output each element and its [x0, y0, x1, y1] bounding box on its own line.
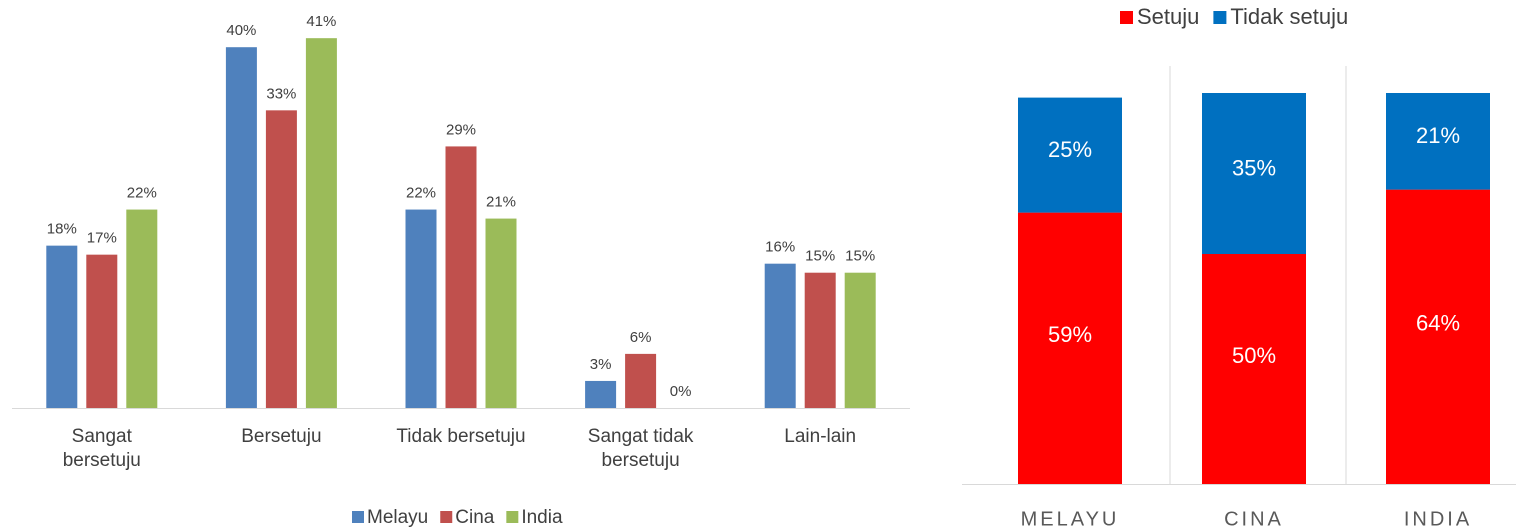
bar: [485, 218, 517, 408]
x-tick-label: CINA: [1224, 508, 1284, 529]
x-tick-label: Tidak bersetuju: [396, 426, 526, 447]
legend-swatch: [506, 511, 519, 523]
legend-swatch: [1120, 11, 1133, 24]
data-label: 22%: [406, 185, 436, 202]
bar: [265, 110, 297, 408]
bar: [305, 38, 337, 409]
legend-label: Setuju: [1137, 4, 1199, 29]
data-label: 15%: [845, 248, 875, 265]
data-label: 3%: [590, 356, 612, 373]
data-label: 35%: [1232, 155, 1276, 180]
data-label: 25%: [1048, 137, 1092, 162]
bar: [585, 380, 617, 408]
x-tick-label: Lain-lain: [784, 426, 857, 447]
bar-segment: [1386, 93, 1490, 190]
data-label: 22%: [127, 185, 157, 202]
data-label: 18%: [47, 221, 77, 238]
bar: [764, 263, 796, 408]
bar: [46, 245, 78, 408]
x-tick-label: Sangat tidak bersetuju: [587, 426, 694, 471]
bar: [86, 254, 118, 408]
bar-segment: [1202, 93, 1306, 254]
data-label: 0%: [670, 383, 692, 400]
data-label: 21%: [1416, 123, 1460, 148]
x-tick-label: Sangat bersetuju: [62, 426, 141, 471]
data-label: 21%: [486, 194, 516, 211]
legend-label: India: [521, 507, 563, 528]
bar: [844, 272, 876, 408]
bar: [804, 272, 836, 408]
data-label: 6%: [630, 329, 652, 346]
legend-swatch: [1213, 11, 1227, 24]
legend-label: Melayu: [367, 507, 428, 528]
legend-swatch: [440, 511, 453, 523]
data-label: 41%: [306, 13, 336, 30]
bar: [126, 209, 158, 408]
x-tick-label: MELAYU: [1021, 508, 1120, 529]
bar-segment: [1018, 97, 1122, 213]
bar: [445, 146, 477, 409]
bar: [225, 47, 257, 408]
data-label: 15%: [805, 248, 835, 265]
legend-swatch: [352, 511, 364, 523]
bar-segment: [1018, 212, 1122, 484]
data-label: 33%: [266, 85, 296, 102]
bar-segment: [1202, 254, 1306, 484]
bar-segment: [1386, 189, 1490, 484]
data-label: 29%: [446, 121, 476, 138]
data-label: 50%: [1232, 343, 1276, 368]
data-label: 17%: [87, 230, 117, 247]
x-tick-label: Bersetuju: [241, 426, 322, 447]
legend-label: Tidak setuju: [1230, 4, 1348, 29]
data-label: 16%: [765, 239, 795, 256]
data-label: 40%: [226, 22, 256, 39]
bar: [625, 353, 657, 408]
data-label: 64%: [1416, 311, 1460, 336]
x-tick-label: INDIA: [1404, 508, 1472, 529]
bar: [405, 209, 437, 408]
data-label: 59%: [1048, 322, 1092, 347]
legend-label: Cina: [455, 507, 495, 528]
